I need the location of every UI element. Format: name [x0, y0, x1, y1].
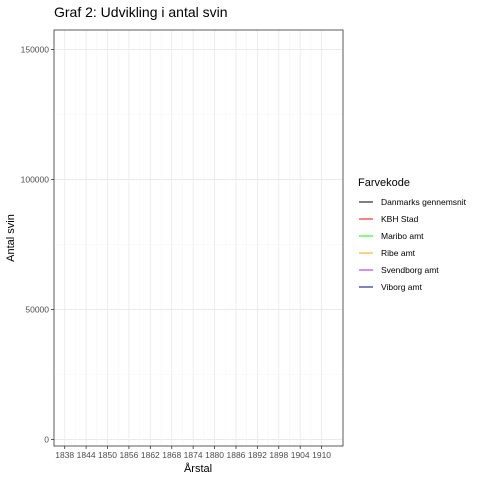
plot-panel [54, 30, 343, 446]
grid-lines [54, 30, 343, 446]
y-axis: 0 50000 100000 150000 [21, 45, 54, 445]
x-tick-label: 1886 [227, 450, 246, 460]
y-tick-label: 50000 [25, 305, 49, 315]
legend-item: KBH Stad [359, 214, 419, 224]
x-tick-label: 1856 [119, 450, 138, 460]
x-tick-label: 1838 [55, 450, 74, 460]
x-tick-label: 1862 [141, 450, 160, 460]
x-axis-title: Årstal [184, 462, 212, 475]
legend-items: Danmarks gennemsnit KBH Stad Maribo amt Rib… [359, 197, 467, 292]
x-tick-label: 1904 [291, 450, 310, 460]
y-tick-label: 0 [44, 435, 49, 445]
y-tick-label: 150000 [21, 45, 50, 55]
legend-item: Ribe amt [359, 248, 416, 258]
legend-title: Farvekode [358, 177, 410, 189]
plot-border [53, 29, 344, 447]
legend-label: Ribe amt [381, 248, 416, 258]
x-tick-label: 1850 [98, 450, 117, 460]
x-tick-label: 1868 [162, 450, 181, 460]
legend-item: Maribo amt [359, 231, 424, 241]
chart-title: Graf 2: Udvikling i antal svin [54, 4, 228, 20]
legend-label: Svendborg amt [381, 265, 439, 275]
legend-item: Viborg amt [359, 282, 423, 292]
x-tick-label: 1910 [312, 450, 331, 460]
x-tick-label: 1880 [205, 450, 224, 460]
legend-label: Danmarks gennemsnit [381, 197, 467, 207]
legend-label: KBH Stad [381, 214, 419, 224]
x-tick-label: 1874 [184, 450, 203, 460]
legend-item: Svendborg amt [359, 265, 439, 275]
legend-label: Maribo amt [381, 231, 424, 241]
y-tick-label: 100000 [21, 175, 50, 185]
legend: Farvekode Danmarks gennemsnit KBH Stad Mar… [358, 177, 467, 292]
plot-area [53, 29, 344, 447]
legend-label: Viborg amt [381, 282, 423, 292]
x-tick-label: 1844 [77, 450, 96, 460]
legend-item: Danmarks gennemsnit [359, 197, 467, 207]
x-tick-label: 1898 [269, 450, 288, 460]
x-axis: 1838 1844 1850 1856 1862 1868 1874 1880 1886 1892… [55, 446, 331, 460]
x-tick-label: 1892 [248, 450, 267, 460]
y-axis-title: Antal svin [5, 214, 17, 262]
